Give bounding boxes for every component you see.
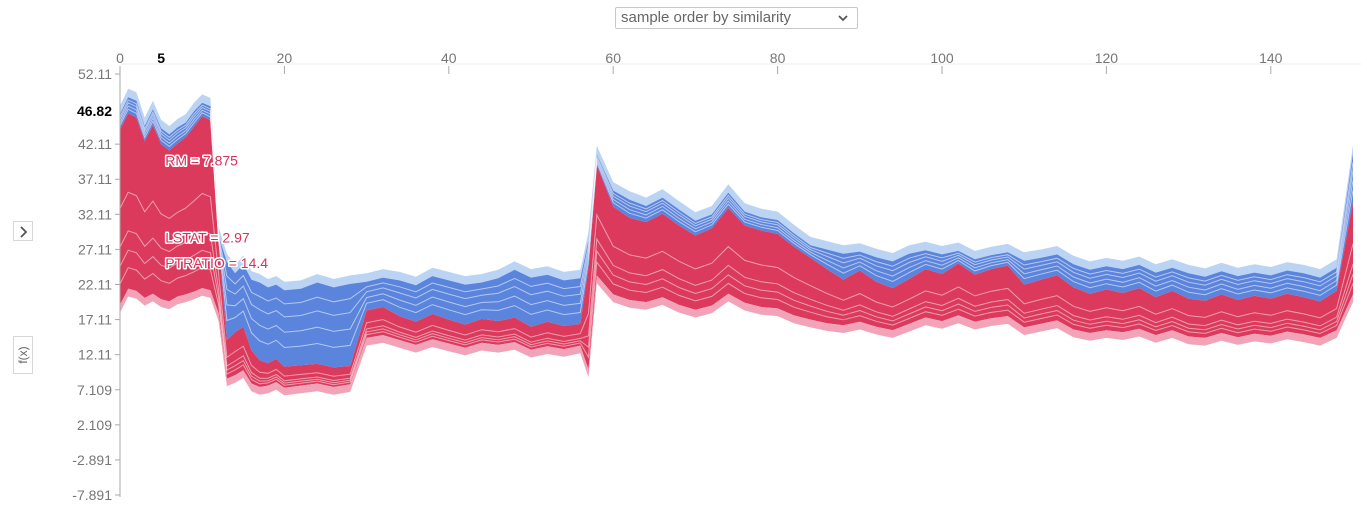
y-tick-label: 17.11: [78, 312, 112, 328]
positive-band: [120, 113, 1353, 388]
positive-feature-divider: [119, 249, 1354, 384]
negative-feature-divider: [119, 102, 1354, 318]
y-highlight-label: 46.82: [77, 103, 112, 119]
expand-panel-button[interactable]: [13, 221, 33, 241]
x-tick-label: 140: [1259, 50, 1283, 66]
y-tick-label: 27.11: [78, 241, 112, 257]
positive-light-band: [120, 275, 1353, 396]
stacked-area-layer: [119, 88, 1354, 396]
chevron-right-icon: [20, 226, 28, 238]
x-highlight-label: 5: [157, 50, 165, 66]
chevron-down-icon: [838, 15, 848, 22]
y-tick-label: 22.11: [78, 276, 112, 292]
x-tick-label: 60: [605, 50, 621, 66]
y-tick-label: 7.109: [77, 382, 112, 398]
feature-labels: RM = 7.875 LSTAT = 2.97 PTRATIO = 14.4: [164, 151, 270, 272]
y-tick-label: 12.11: [78, 347, 112, 363]
y-tick-label: 32.11: [78, 206, 112, 222]
x-axis: 0 20 40 60 80 100 120 140 5: [116, 50, 1361, 74]
feature-label: PTRATIO = 14.4: [165, 255, 268, 271]
feature-label: LSTAT = 2.97: [165, 230, 250, 246]
negative-feature-divider: [119, 108, 1354, 349]
y-tick-label: -2.891: [72, 452, 112, 468]
x-tick-label: 20: [277, 50, 293, 66]
sample-order-select-value: sample order by similarity: [621, 9, 792, 26]
x-tick-label: 100: [930, 50, 954, 66]
x-tick-label: 40: [441, 50, 457, 66]
y-axis: 52.11 42.11 37.11 32.11 27.11 22.11 17.11 12.11…: [72, 66, 121, 503]
y-tick-label: 42.11: [78, 136, 112, 152]
y-tick-label: 2.109: [77, 417, 112, 433]
negative-light-band: [120, 88, 1353, 291]
positive-feature-divider: [119, 191, 1354, 377]
y-tick-label: 37.11: [78, 171, 112, 187]
y-axis-label-box: f(x): [13, 336, 33, 374]
positive-feature-divider: [119, 260, 1354, 386]
y-tick-label: 52.11: [78, 66, 112, 82]
negative-feature-divider: [119, 99, 1354, 305]
x-tick-label: 80: [770, 50, 786, 66]
y-tick-label: -7.891: [72, 487, 112, 503]
x-tick-label: 120: [1095, 50, 1119, 66]
x-tick-label: 0: [116, 50, 124, 66]
negative-feature-divider: [119, 105, 1354, 333]
negative-band: [120, 97, 1353, 368]
positive-feature-divider: [119, 230, 1354, 382]
sample-order-select[interactable]: sample order by similarity: [615, 7, 858, 29]
feature-label: RM = 7.875: [165, 152, 238, 168]
